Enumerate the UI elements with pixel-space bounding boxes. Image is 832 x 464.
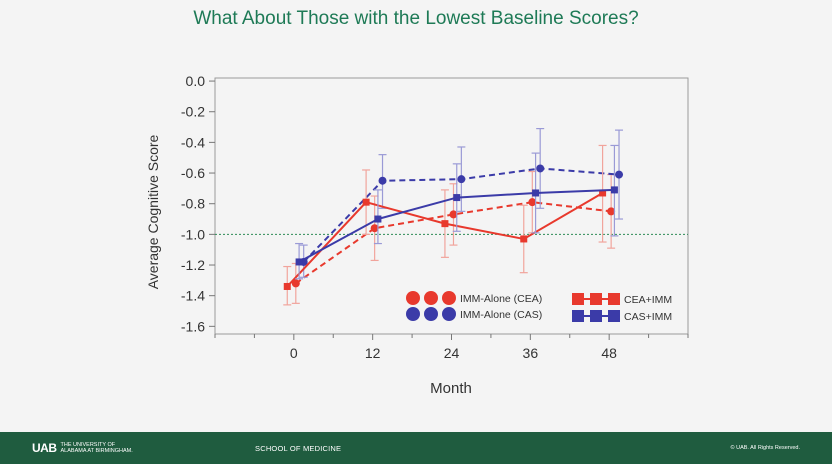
y-axis-label: Average Cognitive Score	[145, 134, 161, 289]
logo-text-line1: THE UNIVERSITY OF	[60, 442, 116, 448]
y-tick-label: -0.4	[181, 134, 205, 150]
legend-marker	[608, 293, 620, 305]
legend-marker	[424, 307, 438, 321]
y-tick-label: -0.8	[181, 196, 205, 212]
data-point	[362, 198, 370, 206]
data-point	[295, 258, 303, 266]
y-tick-label: -0.2	[181, 104, 205, 120]
data-point	[453, 194, 461, 202]
uab-logo[interactable]: UAB THE UNIVERSITY OF ALABAMA AT BIRMING…	[32, 441, 151, 455]
x-tick-label: 0	[290, 345, 298, 361]
legend-marker	[406, 307, 420, 321]
y-tick-label: -1.2	[181, 257, 205, 273]
x-axis-label: Month	[430, 380, 472, 397]
data-point	[291, 279, 300, 288]
legend-marker	[590, 293, 602, 305]
legend-label: CEA+IMM	[624, 294, 672, 306]
legend: IMM-Alone (CEA) IMM-Alone (CAS) CEA+IMM CAS…	[406, 291, 672, 323]
data-point	[283, 282, 291, 290]
y-axis: 0.0 -0.2 -0.4 -0.6 -0.8 -1.0 -1.2 -1.4 -1.6	[181, 73, 215, 334]
x-axis: 0 12 24 36 48	[214, 334, 689, 361]
data-point	[449, 210, 458, 219]
legend-marker	[590, 310, 602, 322]
x-tick-label: 48	[601, 345, 617, 361]
logo-mark: UAB	[32, 441, 57, 455]
logo-text-line2: ALABAMA AT BIRMINGHAM.	[60, 448, 133, 454]
legend-marker	[442, 307, 456, 321]
data-point	[528, 198, 537, 207]
data-point	[607, 207, 616, 216]
slide-title: What About Those with the Lowest Baselin…	[193, 8, 639, 29]
chart: 0.0 -0.2 -0.4 -0.6 -0.8 -1.0 -1.2 -1.4 -1.6 0 12 2…	[145, 73, 689, 397]
legend-marker	[424, 291, 438, 305]
x-tick-label: 36	[523, 345, 539, 361]
legend-label: CAS+IMM	[624, 311, 672, 323]
series-line	[295, 201, 612, 285]
data-point	[599, 189, 607, 197]
y-tick-label: -0.6	[181, 165, 205, 181]
data-point	[370, 224, 379, 233]
data-point	[536, 164, 545, 173]
y-tick-label: -1.6	[181, 318, 205, 334]
data-point	[520, 235, 528, 243]
y-tick-label: -1.4	[181, 288, 205, 304]
legend-marker	[572, 310, 584, 322]
legend-label: IMM-Alone (CAS)	[460, 309, 542, 321]
data-point	[441, 220, 449, 228]
legend-label: IMM-Alone (CEA)	[460, 293, 542, 305]
data-point	[374, 215, 382, 223]
legend-marker	[406, 291, 420, 305]
legend-marker	[442, 291, 456, 305]
school-name: SCHOOL OF MEDICINE	[255, 444, 342, 453]
data-point	[532, 189, 540, 197]
logo-text: THE UNIVERSITY OF ALABAMA AT BIRMINGHAM.	[61, 442, 151, 454]
data-point	[457, 175, 466, 184]
x-tick-label: 12	[365, 345, 381, 361]
footer: UAB THE UNIVERSITY OF ALABAMA AT BIRMING…	[0, 432, 832, 464]
y-tick-label: 0.0	[186, 73, 206, 89]
legend-marker	[608, 310, 620, 322]
series-layer	[283, 127, 624, 306]
data-point	[615, 170, 624, 179]
x-tick-label: 24	[444, 345, 460, 361]
data-point	[378, 176, 387, 185]
legend-marker	[572, 293, 584, 305]
copyright: © UAB. All Rights Reserved.	[730, 445, 800, 451]
data-point	[610, 186, 618, 194]
y-tick-label: -1.0	[181, 226, 205, 242]
